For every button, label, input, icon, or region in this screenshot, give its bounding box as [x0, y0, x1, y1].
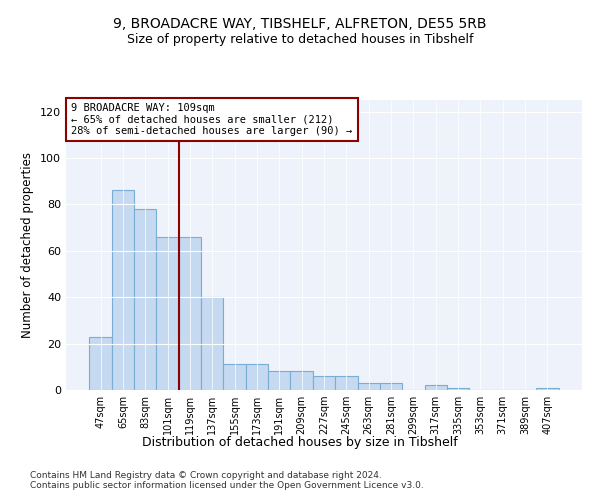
Bar: [223, 364, 246, 390]
Text: Size of property relative to detached houses in Tibshelf: Size of property relative to detached ho…: [127, 32, 473, 46]
Bar: [335, 376, 358, 390]
Text: 9, BROADACRE WAY, TIBSHELF, ALFRETON, DE55 5RB: 9, BROADACRE WAY, TIBSHELF, ALFRETON, DE…: [113, 18, 487, 32]
Bar: [313, 376, 335, 390]
Text: Contains public sector information licensed under the Open Government Licence v3: Contains public sector information licen…: [30, 481, 424, 490]
Bar: [89, 336, 112, 390]
Bar: [112, 190, 134, 390]
Bar: [358, 383, 380, 390]
Bar: [157, 237, 179, 390]
Y-axis label: Number of detached properties: Number of detached properties: [22, 152, 34, 338]
Bar: [268, 372, 290, 390]
Bar: [201, 297, 223, 390]
Bar: [134, 209, 157, 390]
Text: Contains HM Land Registry data © Crown copyright and database right 2024.: Contains HM Land Registry data © Crown c…: [30, 471, 382, 480]
Bar: [380, 383, 402, 390]
Text: Distribution of detached houses by size in Tibshelf: Distribution of detached houses by size …: [142, 436, 458, 449]
Text: 9 BROADACRE WAY: 109sqm
← 65% of detached houses are smaller (212)
28% of semi-d: 9 BROADACRE WAY: 109sqm ← 65% of detache…: [71, 103, 352, 136]
Bar: [447, 388, 469, 390]
Bar: [425, 386, 447, 390]
Bar: [246, 364, 268, 390]
Bar: [536, 388, 559, 390]
Bar: [179, 237, 201, 390]
Bar: [290, 372, 313, 390]
